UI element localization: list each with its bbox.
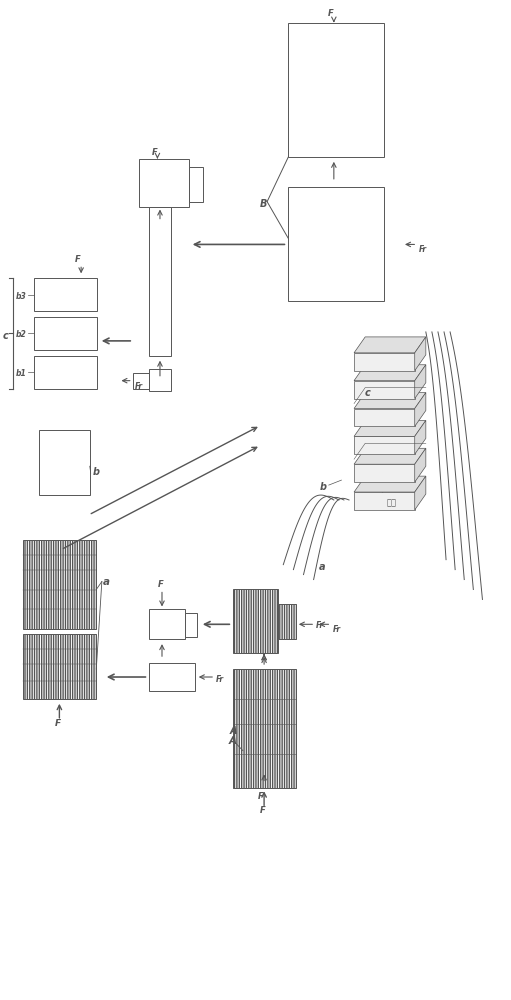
Polygon shape [354, 492, 415, 510]
Polygon shape [415, 365, 426, 399]
Bar [185, 613, 197, 637]
Bar [233, 570, 296, 624]
Text: b2: b2 [15, 330, 26, 339]
Text: F: F [260, 806, 265, 815]
Polygon shape [354, 353, 415, 371]
Polygon shape [354, 476, 426, 492]
Text: c: c [364, 388, 370, 398]
Text: F: F [328, 9, 334, 18]
Polygon shape [415, 337, 426, 371]
Text: c: c [3, 331, 9, 341]
Text: b1: b1 [15, 369, 26, 378]
Bar [34, 317, 97, 350]
Bar [288, 187, 384, 301]
Polygon shape [415, 448, 426, 482]
Text: B: B [260, 199, 267, 209]
Text: A: A [229, 726, 237, 736]
Bar [23, 634, 96, 699]
Bar [233, 669, 296, 788]
Text: Fr: Fr [135, 382, 143, 391]
Bar [233, 589, 278, 653]
Bar [34, 356, 97, 389]
Bar [39, 430, 90, 495]
Polygon shape [415, 393, 426, 426]
Text: Fr: Fr [316, 621, 324, 630]
Text: b: b [320, 482, 327, 492]
Bar [149, 207, 171, 356]
Text: a: a [319, 562, 326, 572]
Text: A: A [228, 736, 236, 746]
Polygon shape [415, 476, 426, 510]
Text: b3: b3 [15, 292, 26, 301]
Bar [189, 167, 203, 202]
Polygon shape [354, 381, 415, 399]
Text: Fr: Fr [333, 625, 341, 634]
Polygon shape [354, 436, 415, 454]
Bar [133, 373, 149, 389]
Bar [278, 604, 296, 639]
Bar [149, 369, 171, 391]
Polygon shape [354, 393, 426, 409]
Bar [233, 659, 296, 778]
Text: F: F [258, 792, 264, 801]
Polygon shape [354, 337, 426, 353]
Bar [180, 500, 407, 798]
Text: 掘孔: 掘孔 [387, 498, 397, 507]
Bar [288, 23, 384, 157]
Polygon shape [354, 464, 415, 482]
Bar [266, 624, 296, 654]
Bar [149, 663, 195, 691]
Text: Fr: Fr [216, 675, 224, 684]
Text: a: a [103, 577, 110, 587]
Text: F: F [151, 148, 157, 157]
Polygon shape [354, 365, 426, 381]
Text: F: F [55, 719, 61, 728]
Bar [34, 278, 97, 311]
Bar [149, 609, 185, 639]
Text: Fr: Fr [419, 245, 427, 254]
Bar [233, 570, 296, 654]
Bar [23, 540, 96, 629]
Polygon shape [354, 420, 426, 436]
Text: b: b [93, 467, 100, 477]
Text: F: F [75, 255, 81, 264]
Polygon shape [354, 409, 415, 426]
Bar [233, 570, 263, 609]
Bar [140, 159, 189, 207]
Text: F: F [158, 580, 164, 589]
Polygon shape [415, 420, 426, 454]
Polygon shape [354, 448, 426, 464]
